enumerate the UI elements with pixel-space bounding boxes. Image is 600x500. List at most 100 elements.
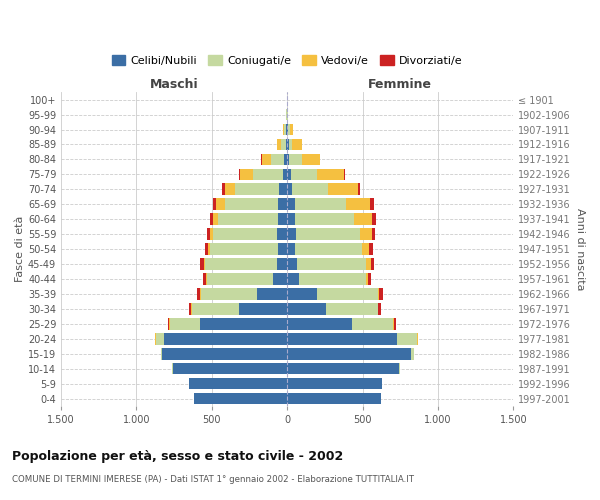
Bar <box>241 168 253 180</box>
Bar <box>292 138 302 150</box>
Bar <box>283 124 284 136</box>
Bar <box>172 363 173 374</box>
Bar <box>287 348 411 360</box>
Bar <box>287 138 289 150</box>
Bar <box>286 124 287 136</box>
Bar <box>411 348 414 360</box>
Bar <box>212 198 217 210</box>
Bar <box>194 392 287 404</box>
Bar <box>287 258 297 270</box>
Bar <box>371 228 376 240</box>
Bar <box>262 154 271 166</box>
Bar <box>162 348 287 360</box>
Y-axis label: Anni di nascita: Anni di nascita <box>575 208 585 290</box>
Bar <box>287 154 289 166</box>
Text: Popolazione per età, sesso e stato civile - 2002: Popolazione per età, sesso e stato civil… <box>12 450 343 463</box>
Bar <box>353 214 371 225</box>
Bar <box>284 124 286 136</box>
Bar <box>239 303 287 314</box>
Bar <box>205 258 277 270</box>
Y-axis label: Fasce di età: Fasce di età <box>15 216 25 282</box>
Bar <box>290 124 293 136</box>
Bar <box>191 303 192 314</box>
Bar <box>200 288 201 300</box>
Bar <box>379 288 383 300</box>
Bar <box>173 363 287 374</box>
Bar <box>170 318 200 330</box>
Text: Maschi: Maschi <box>150 78 199 92</box>
Bar <box>346 198 370 210</box>
Bar <box>295 214 353 225</box>
Bar <box>209 228 212 240</box>
Bar <box>417 333 418 344</box>
Bar <box>203 258 205 270</box>
Bar <box>317 168 344 180</box>
Bar <box>295 244 362 255</box>
Bar <box>299 273 365 285</box>
Bar <box>352 318 393 330</box>
Bar <box>365 273 368 285</box>
Bar <box>203 273 206 285</box>
Bar <box>200 318 287 330</box>
Bar <box>156 333 164 344</box>
Legend: Celibi/Nubili, Coniugati/e, Vedovi/e, Divorziati/e: Celibi/Nubili, Coniugati/e, Vedovi/e, Di… <box>107 50 467 70</box>
Bar <box>206 228 209 240</box>
Bar <box>287 333 397 344</box>
Bar <box>208 244 210 255</box>
Bar <box>279 184 287 195</box>
Bar <box>289 154 302 166</box>
Bar <box>370 244 373 255</box>
Bar <box>278 214 287 225</box>
Bar <box>235 184 279 195</box>
Bar <box>287 288 317 300</box>
Bar <box>399 363 400 374</box>
Bar <box>281 138 286 150</box>
Bar <box>205 244 208 255</box>
Bar <box>287 363 399 374</box>
Bar <box>287 184 292 195</box>
Bar <box>210 244 278 255</box>
Bar <box>287 124 288 136</box>
Bar <box>288 124 290 136</box>
Bar <box>201 288 257 300</box>
Bar <box>218 214 278 225</box>
Bar <box>358 184 361 195</box>
Bar <box>169 318 170 330</box>
Bar <box>168 318 169 330</box>
Bar <box>287 378 382 390</box>
Bar <box>283 168 287 180</box>
Bar <box>197 288 200 300</box>
Bar <box>287 228 296 240</box>
Bar <box>370 198 374 210</box>
Bar <box>278 244 287 255</box>
Bar <box>206 273 273 285</box>
Bar <box>189 303 191 314</box>
Bar <box>289 138 292 150</box>
Bar <box>377 288 379 300</box>
Bar <box>371 214 376 225</box>
Bar <box>317 288 377 300</box>
Bar <box>394 318 396 330</box>
Bar <box>189 378 287 390</box>
Bar <box>287 318 352 330</box>
Bar <box>292 184 328 195</box>
Text: COMUNE DI TERMINI IMERESE (PA) - Dati ISTAT 1° gennaio 2002 - Elaborazione TUTTI: COMUNE DI TERMINI IMERESE (PA) - Dati IS… <box>12 475 414 484</box>
Bar <box>393 318 394 330</box>
Bar <box>273 273 287 285</box>
Bar <box>326 303 377 314</box>
Bar <box>296 228 359 240</box>
Bar <box>287 214 295 225</box>
Bar <box>397 333 417 344</box>
Bar <box>212 228 277 240</box>
Bar <box>379 303 380 314</box>
Bar <box>302 154 320 166</box>
Bar <box>253 168 283 180</box>
Bar <box>287 168 291 180</box>
Bar <box>223 184 224 195</box>
Bar <box>284 154 287 166</box>
Bar <box>377 303 379 314</box>
Bar <box>344 168 345 180</box>
Bar <box>261 154 262 166</box>
Bar <box>362 244 370 255</box>
Bar <box>287 392 380 404</box>
